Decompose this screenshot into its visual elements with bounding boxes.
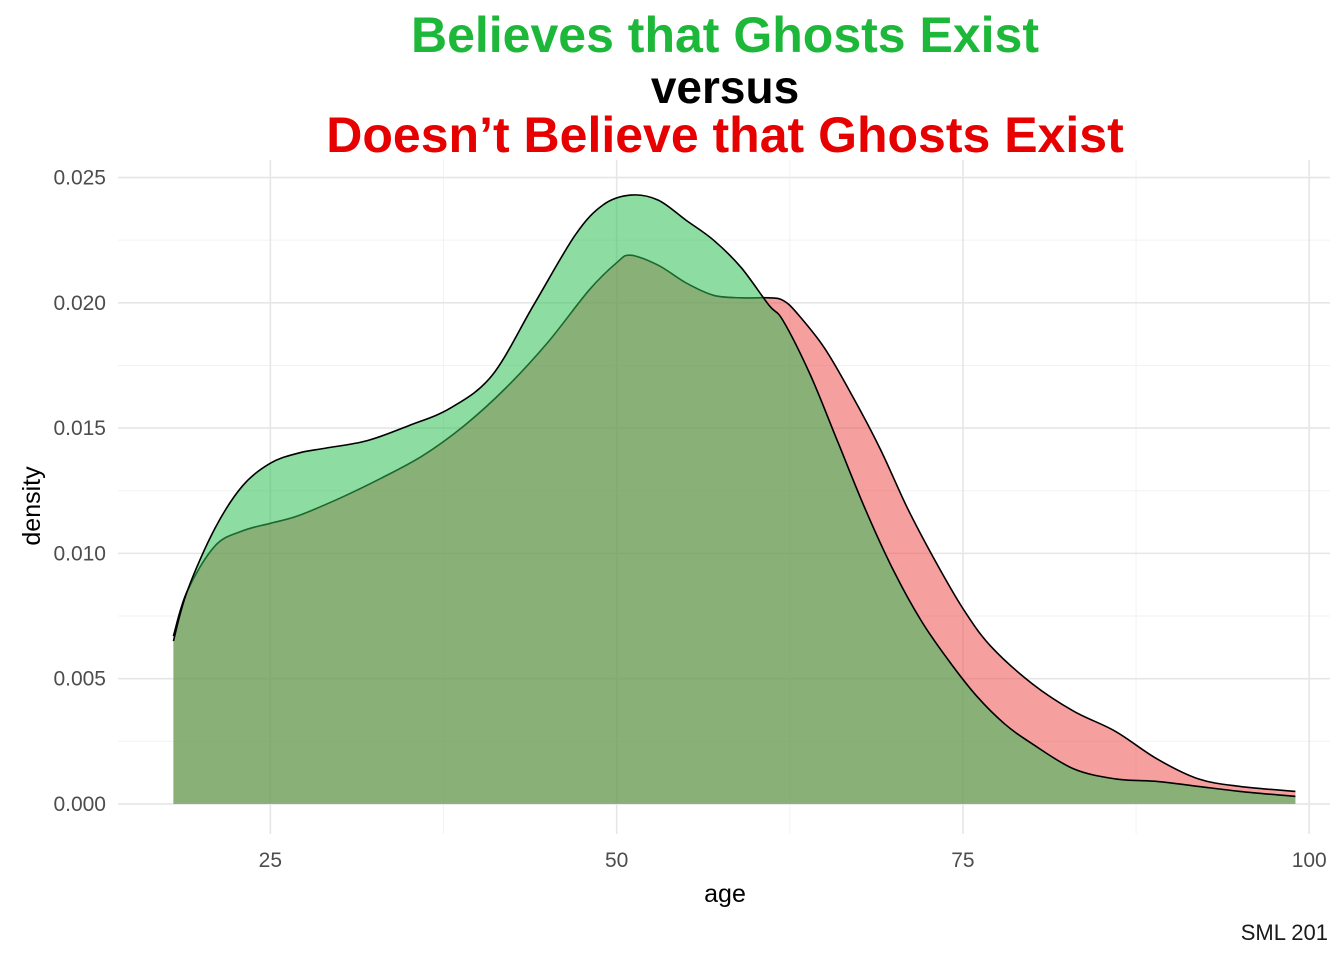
x-tick-label: 50 bbox=[605, 849, 628, 872]
y-tick-label: 0.010 bbox=[53, 542, 106, 565]
y-tick-label: 0.015 bbox=[53, 417, 106, 440]
title-line-doesnt-believe: Doesn’t Believe that Ghosts Exist bbox=[326, 107, 1124, 163]
density-line-believes bbox=[172, 194, 1296, 798]
axis-ticks: 0.000 0.005 0.010 0.015 0.020 0.025 25 50 75 100 bbox=[53, 167, 1326, 872]
y-tick-label: 0.020 bbox=[53, 292, 106, 315]
title-line-versus: versus bbox=[650, 61, 800, 113]
y-tick-label: 0.005 bbox=[53, 668, 106, 691]
x-tick-label: 100 bbox=[1292, 849, 1327, 872]
density-areas bbox=[172, 194, 1296, 804]
y-tick-label: 0.025 bbox=[53, 167, 106, 190]
caption: SML 201 bbox=[1240, 920, 1328, 945]
y-tick-label: 0.000 bbox=[53, 793, 106, 816]
density-area-believes bbox=[173, 194, 1296, 804]
x-tick-label: 25 bbox=[259, 849, 282, 872]
title-line-believes: Believes that Ghosts Exist bbox=[410, 7, 1039, 63]
y-axis-title: density bbox=[18, 466, 46, 546]
x-tick-label: 75 bbox=[951, 849, 974, 872]
x-axis-title: age bbox=[704, 880, 746, 908]
